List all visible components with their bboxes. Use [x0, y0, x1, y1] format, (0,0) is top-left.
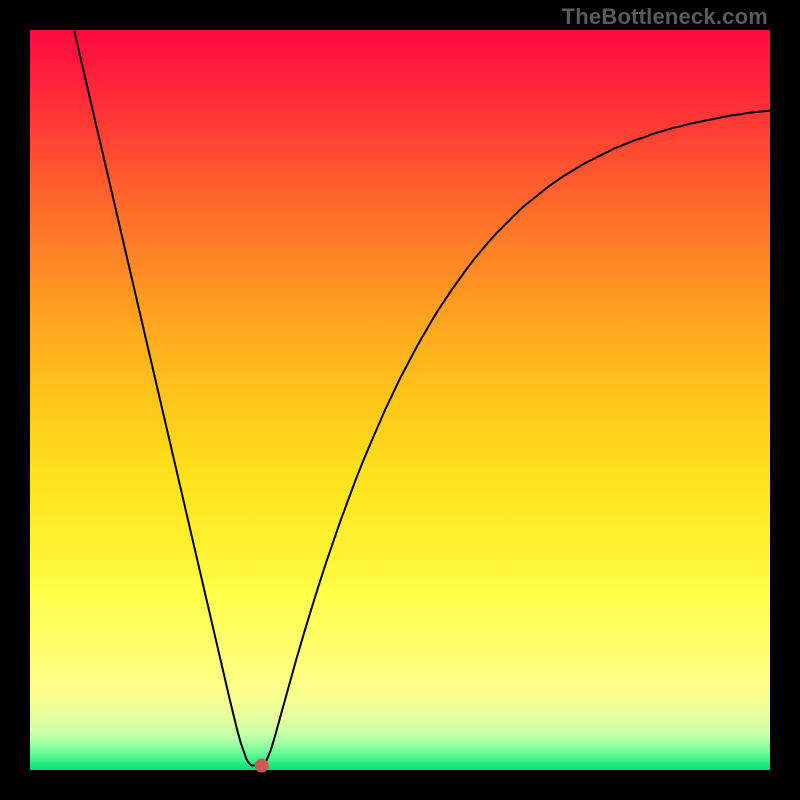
chart-svg — [0, 0, 800, 800]
chart-container: TheBottleneck.com — [0, 0, 800, 800]
watermark-label: TheBottleneck.com — [562, 4, 768, 30]
optimal-point-marker — [255, 759, 269, 773]
bottleneck-curve — [74, 31, 770, 765]
